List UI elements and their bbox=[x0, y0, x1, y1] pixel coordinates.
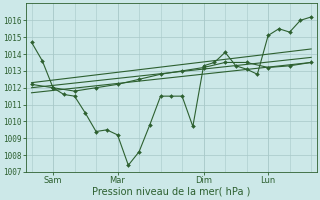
X-axis label: Pression niveau de la mer( hPa ): Pression niveau de la mer( hPa ) bbox=[92, 187, 251, 197]
